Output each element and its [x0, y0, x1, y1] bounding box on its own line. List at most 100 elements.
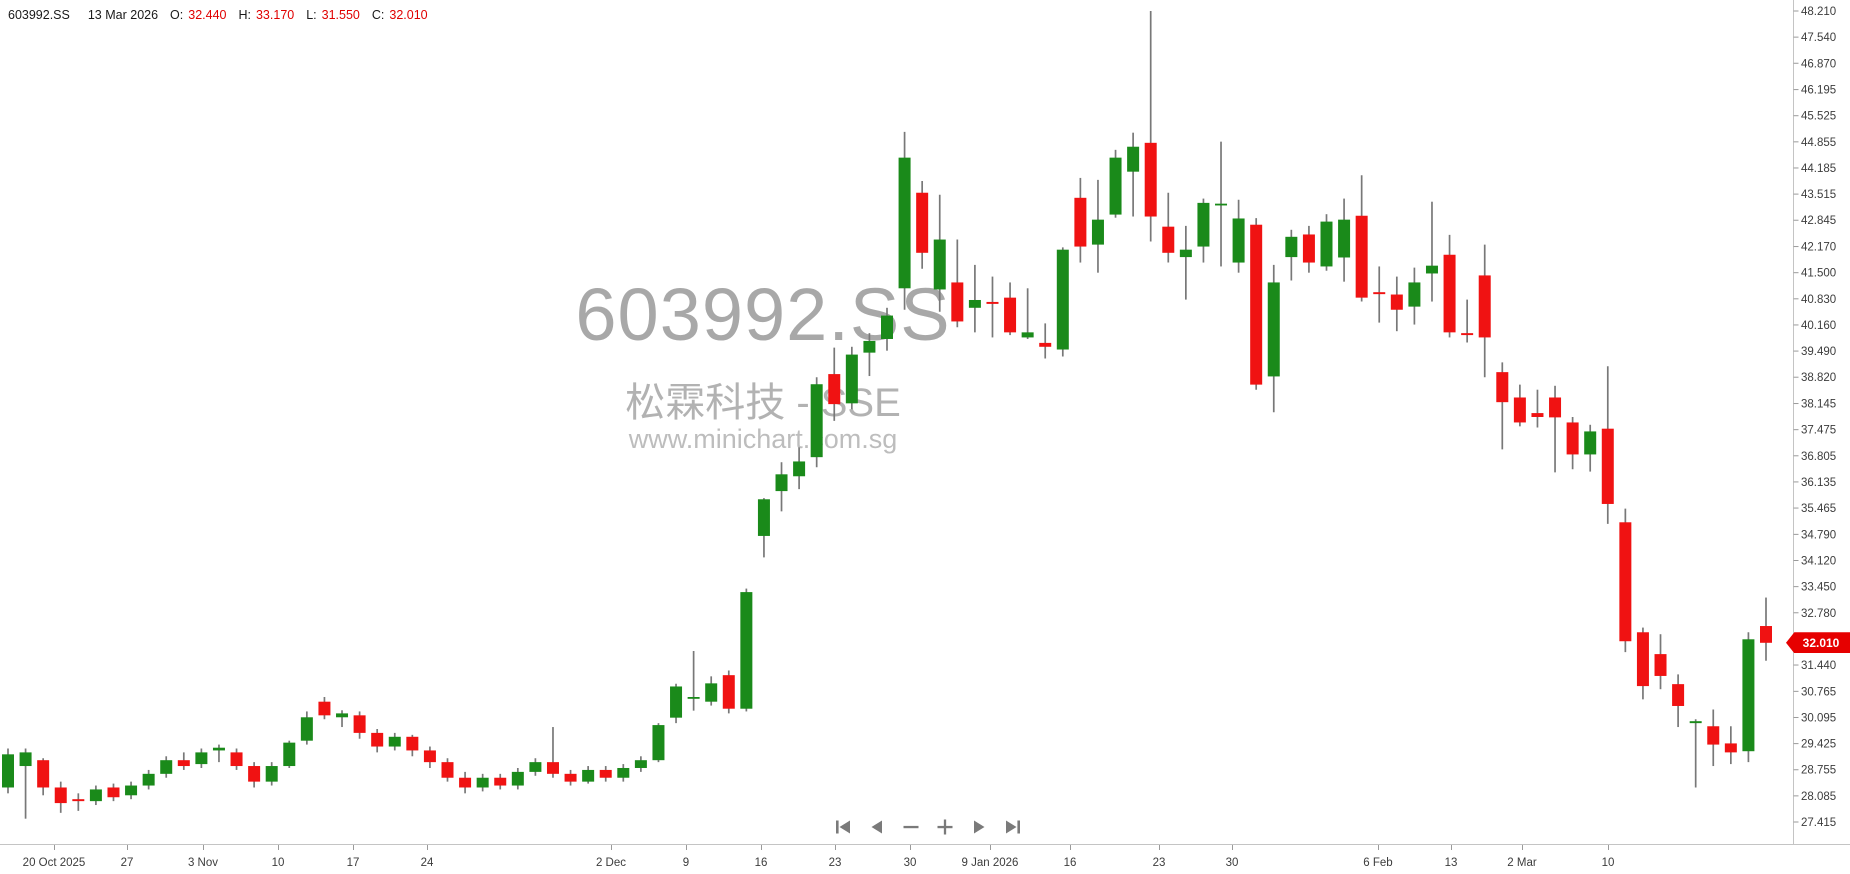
y-tick-label: 34.120	[1801, 556, 1836, 568]
candle-body	[951, 282, 964, 322]
zoom-out-button[interactable]	[900, 818, 922, 836]
candle-body	[423, 750, 436, 763]
skip-to-start-icon	[836, 820, 850, 834]
close-value: 32.010	[389, 8, 428, 22]
candle-body	[881, 315, 893, 339]
y-tick-label: 37.475	[1801, 425, 1836, 437]
y-tick-label: 28.755	[1801, 765, 1836, 777]
x-tick-label: 16	[755, 857, 768, 869]
y-tick-label: 48.210	[1801, 6, 1836, 18]
candle-body	[1074, 197, 1087, 247]
x-tick-label: 17	[347, 857, 360, 869]
candle-body	[160, 760, 173, 774]
y-tick-label: 33.450	[1801, 582, 1836, 594]
zoom-in-button[interactable]	[934, 818, 956, 836]
candle-body	[1302, 234, 1315, 263]
x-tick-label: 20 Oct 2025	[23, 857, 86, 869]
y-tick-label: 42.170	[1801, 242, 1836, 254]
candle-body	[2, 754, 14, 788]
candle-body	[1689, 721, 1702, 724]
candle-body	[722, 675, 735, 709]
x-tick-label: 30	[904, 857, 917, 869]
candle-body	[810, 384, 823, 458]
candle-body	[1127, 146, 1140, 172]
candle-body	[1408, 282, 1421, 307]
zoom-in-icon	[937, 819, 953, 835]
candle-body	[177, 760, 190, 767]
candle-body	[125, 785, 138, 796]
candle-body	[248, 766, 261, 782]
candle-body	[1004, 297, 1017, 333]
candle-body	[441, 762, 454, 778]
candle-body	[1619, 522, 1632, 642]
candle-body	[1232, 218, 1245, 263]
candle-body	[670, 686, 683, 718]
x-tick-label: 13	[1445, 857, 1458, 869]
y-tick-label: 44.855	[1801, 137, 1836, 149]
y-tick-label: 29.425	[1801, 739, 1836, 751]
candle-body	[300, 717, 313, 741]
skip-to-end-button[interactable]	[1002, 818, 1024, 836]
close-label: C:	[371, 8, 385, 22]
candle-body	[1144, 142, 1157, 217]
y-tick-label: 44.185	[1801, 163, 1836, 175]
candle-body	[1513, 397, 1526, 423]
y-tick-label: 28.085	[1801, 791, 1836, 803]
candle-body	[1461, 333, 1474, 336]
candle-body	[617, 767, 630, 778]
candle-body	[652, 725, 665, 761]
candle-body	[1443, 254, 1456, 333]
open-label: O:	[170, 8, 184, 22]
candle-body	[1496, 372, 1509, 403]
x-tick-label: 6 Feb	[1363, 857, 1392, 869]
candle-body	[1091, 219, 1104, 245]
x-tick-label: 10	[272, 857, 285, 869]
candle-body	[1566, 422, 1579, 455]
candle-body	[230, 752, 243, 767]
candle-body	[916, 192, 929, 253]
candle-body	[1355, 215, 1368, 298]
candle-body	[687, 697, 700, 699]
candle-body	[1250, 224, 1263, 385]
y-tick-label: 35.465	[1801, 503, 1836, 515]
candle-body	[1724, 743, 1737, 753]
candle-body	[968, 299, 981, 308]
step-forward-button[interactable]	[968, 818, 990, 836]
y-tick-label: 45.525	[1801, 111, 1836, 123]
candle-body	[283, 742, 296, 767]
skip-to-start-button[interactable]	[832, 818, 854, 836]
candle-body	[494, 777, 507, 786]
candle-body	[459, 777, 472, 788]
y-tick-label: 32.780	[1801, 608, 1836, 620]
candle-body	[1267, 282, 1280, 377]
candle-body	[1197, 202, 1210, 247]
candle-body	[1549, 397, 1562, 418]
candle-body	[318, 701, 331, 716]
candle-body	[142, 773, 155, 786]
y-tick-label: 30.765	[1801, 686, 1836, 698]
x-tick-label: 24	[421, 857, 434, 869]
candle-body	[529, 762, 542, 772]
x-tick-label: 16	[1064, 857, 1077, 869]
candle-body	[54, 787, 67, 804]
last-price-value: 32.010	[1802, 635, 1840, 650]
open-value: 32.440	[188, 8, 227, 22]
candle-body	[863, 340, 876, 353]
x-tick-label: 3 Nov	[188, 857, 218, 869]
candle-body	[336, 713, 349, 718]
candle-body	[1179, 249, 1192, 258]
y-tick-label: 40.160	[1801, 320, 1836, 332]
y-tick-label: 38.820	[1801, 372, 1836, 384]
x-tick-label: 23	[829, 857, 842, 869]
y-tick-label: 41.500	[1801, 268, 1836, 280]
y-tick-label: 30.095	[1801, 712, 1836, 724]
step-back-button[interactable]	[866, 818, 888, 836]
candle-body	[1584, 431, 1597, 455]
quote-date: 13 Mar 2026	[87, 8, 159, 22]
candle-body	[1707, 726, 1720, 745]
candle-body	[1654, 654, 1667, 676]
candle-body	[388, 736, 401, 747]
low-value: 31.550	[321, 8, 360, 22]
candle-body	[933, 239, 946, 290]
zoom-out-icon	[903, 825, 919, 829]
